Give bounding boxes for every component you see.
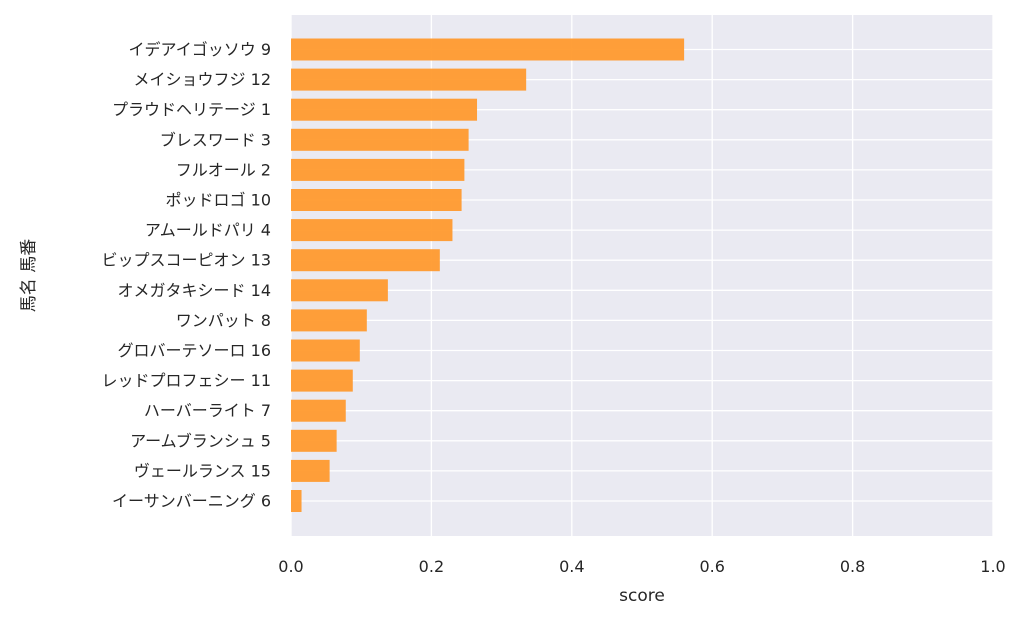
x-tick-label: 0.2 [419,557,444,576]
x-tick-label: 0.6 [699,557,724,576]
x-tick-label: 0.4 [559,557,584,576]
x-tick-labels: 0.0 0.2 0.4 0.6 0.8 1.0 [278,557,1005,576]
category-label: ヴェールランス 15 [134,461,271,480]
bar [291,429,337,452]
category-label: アムールドパリ 4 [145,221,271,240]
category-label: フルオール 2 [176,160,271,179]
x-axis-title: score [619,586,665,606]
bars [291,38,685,512]
bar [291,490,302,512]
x-tick-label: 1.0 [980,557,1005,576]
plot-background [291,15,993,536]
bar [291,249,440,272]
bar [291,279,388,302]
x-tick-label: 0.8 [840,557,865,576]
category-label: レッドプロフェシー 11 [102,371,271,390]
bar [291,459,330,482]
category-label: グロバーテソーロ 16 [118,341,271,360]
category-label: イデアイゴッソウ 9 [129,40,271,59]
bar [291,158,465,181]
category-labels: イデアイゴッソウ 9 メイショウフジ 12 プラウドヘリテージ 1 ブレスワード 3 フ… [102,40,271,511]
bar [291,68,527,91]
category-label: オメガタキシード 14 [118,281,271,300]
y-axis-title: 馬名 馬番 [19,239,39,312]
category-label: ビップスコーピオン 13 [102,251,271,270]
bar [291,128,469,151]
category-label: アームブランシュ 5 [130,431,271,450]
category-label: メイショウフジ 12 [134,70,271,89]
bar [291,219,453,242]
bar [291,369,353,392]
bar [291,38,685,61]
x-tick-label: 0.0 [278,557,303,576]
category-label: プラウドヘリテージ 1 [112,100,271,119]
bar [291,98,478,121]
category-label: ワンパット 8 [176,311,271,330]
category-label: ハーバーライト 7 [144,401,271,420]
category-label: ブレスワード 3 [160,130,271,149]
category-label: イーサンバーニング 6 [112,492,271,511]
bar [291,309,367,332]
category-label: ポッドロゴ 10 [166,191,271,210]
bar [291,339,360,362]
bar [291,399,346,422]
bar [291,189,462,211]
